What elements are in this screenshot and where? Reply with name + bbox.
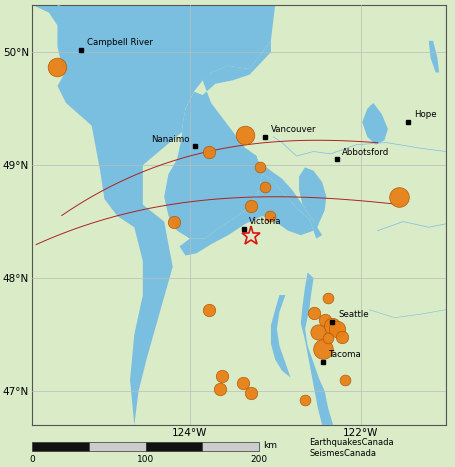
Bar (89, 442, 146, 451)
Text: Vancouver: Vancouver (270, 125, 316, 134)
Point (395, 193, 403, 200)
Text: Seattle: Seattle (338, 311, 369, 319)
Polygon shape (362, 103, 388, 145)
Text: Campbell River: Campbell River (87, 38, 153, 47)
Polygon shape (164, 41, 271, 239)
Point (256, 163, 263, 171)
Point (205, 148, 212, 156)
Polygon shape (271, 295, 291, 377)
Bar (146, 442, 202, 451)
Text: Nanaimo: Nanaimo (151, 134, 190, 144)
Point (171, 218, 178, 226)
Point (310, 309, 317, 317)
Point (266, 212, 273, 219)
Text: 200: 200 (251, 455, 268, 464)
Point (324, 295, 332, 302)
Point (216, 385, 223, 393)
Polygon shape (301, 272, 333, 425)
Point (319, 346, 327, 353)
Point (338, 333, 345, 340)
Polygon shape (245, 148, 322, 239)
Polygon shape (57, 5, 91, 77)
Text: Victoria: Victoria (249, 217, 282, 226)
Point (301, 396, 308, 404)
Text: Abbotsford: Abbotsford (342, 148, 389, 157)
Point (342, 376, 349, 383)
Point (261, 183, 268, 191)
Polygon shape (32, 5, 446, 425)
Text: Hope: Hope (414, 110, 436, 120)
Point (248, 389, 255, 397)
Point (242, 131, 249, 138)
Point (334, 325, 341, 333)
Polygon shape (164, 92, 263, 239)
Point (239, 379, 246, 387)
Point (54, 63, 61, 71)
Bar (202, 442, 259, 451)
Point (328, 322, 335, 329)
Point (321, 316, 329, 324)
Polygon shape (32, 5, 143, 425)
Polygon shape (429, 41, 439, 72)
Text: 0: 0 (29, 455, 35, 464)
Point (314, 329, 322, 336)
Polygon shape (231, 148, 256, 179)
Polygon shape (299, 167, 326, 231)
Polygon shape (194, 72, 228, 109)
Point (218, 373, 226, 380)
Text: Tacoma: Tacoma (329, 351, 361, 360)
Point (248, 202, 255, 210)
Point (205, 306, 212, 313)
Bar (32, 442, 89, 451)
Text: EarthquakesCanada
SeismesCanada: EarthquakesCanada SeismesCanada (309, 438, 394, 458)
Text: 100: 100 (137, 455, 154, 464)
Text: km: km (263, 441, 277, 450)
Point (324, 334, 332, 342)
Polygon shape (180, 174, 313, 255)
